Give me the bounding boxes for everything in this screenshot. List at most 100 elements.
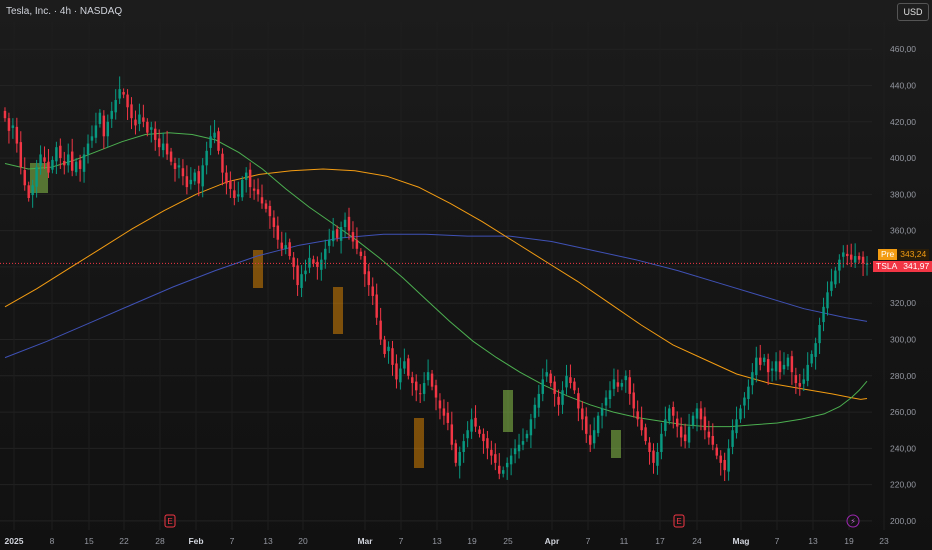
candle-body [592, 430, 596, 444]
candle-body [387, 346, 390, 352]
candle-body [549, 373, 552, 384]
candle-body [466, 430, 469, 439]
candle-body [430, 373, 434, 387]
last-price-value: 341,97 [900, 261, 932, 272]
x-tick-label: 24 [692, 536, 702, 546]
earnings-event-icon: E [164, 514, 176, 528]
candle-body [482, 433, 485, 442]
candle-body [367, 271, 371, 286]
x-tick-label: 7 [586, 536, 591, 546]
x-tick-label: Apr [545, 536, 560, 546]
candle-body [834, 270, 837, 285]
candle-body [612, 379, 616, 389]
candle-body [794, 375, 798, 384]
x-tick-label: 7 [399, 536, 404, 546]
candle-body [221, 153, 224, 173]
candle-body [415, 381, 418, 391]
candle-body [130, 104, 133, 119]
candle-body [802, 379, 805, 384]
moving-average-fast-line [4, 132, 868, 428]
y-tick-label: 460,00 [890, 44, 916, 54]
x-tick-label: 15 [84, 536, 94, 546]
moving-average-slow-line [4, 233, 868, 359]
x-tick-label: 17 [655, 536, 665, 546]
candle-body [624, 375, 628, 381]
candle-body [23, 170, 26, 186]
candle-body [842, 252, 845, 257]
y-tick-label: 420,00 [890, 117, 916, 127]
candle-body [774, 361, 778, 372]
candle-body [664, 419, 667, 431]
candle-body [494, 454, 497, 463]
candle-body [577, 393, 580, 409]
candle-body [288, 242, 291, 257]
chart-title: Tesla, Inc. · 4h · NASDAQ [6, 6, 123, 17]
candle-body [474, 417, 477, 427]
candle-body [735, 419, 738, 434]
candle-body [743, 397, 746, 406]
candle-body [498, 465, 501, 474]
x-tick-label: Mar [357, 536, 373, 546]
flash-icon: ⚡ [850, 517, 856, 526]
pattern-highlight-box [333, 287, 343, 334]
candle-body [849, 254, 853, 260]
candle-body [252, 188, 256, 191]
candle-body [300, 274, 303, 288]
candle-body [846, 253, 849, 257]
candle-body [585, 416, 588, 434]
candle-body [505, 462, 509, 468]
candle-body [241, 179, 244, 198]
candle-body [501, 470, 505, 474]
candle-body [569, 377, 572, 384]
candle-body [565, 375, 568, 388]
candle-body [355, 240, 359, 249]
candle-body [328, 239, 331, 246]
candle-body [418, 393, 422, 395]
candle-body [67, 154, 70, 166]
candle-body [486, 438, 489, 449]
candle-body [778, 361, 782, 373]
candle-body [422, 383, 426, 394]
candle-body [723, 459, 726, 471]
candle-body [395, 363, 398, 380]
pattern-highlight-box [253, 250, 263, 288]
candle-body [19, 142, 23, 168]
pattern-highlight-box [503, 390, 513, 432]
currency-button[interactable]: USD [897, 3, 929, 21]
candle-body [462, 441, 465, 452]
candle-body [225, 172, 228, 184]
candle-body [762, 357, 766, 362]
candle-body [371, 286, 374, 296]
candle-body [94, 125, 98, 138]
candle-body [537, 393, 541, 408]
candle-body [31, 185, 34, 196]
candle-body [561, 390, 564, 405]
candle-body [161, 143, 165, 151]
candle-body [861, 256, 865, 264]
candle-body [55, 147, 58, 162]
x-tick-label: Mag [733, 536, 750, 546]
candle-body [446, 412, 450, 423]
y-tick-label: 260,00 [890, 407, 916, 417]
candle-body [118, 89, 121, 99]
candle-body [110, 110, 113, 119]
y-tick-label: 220,00 [890, 480, 916, 490]
candle-body [209, 136, 212, 148]
candle-body [106, 121, 110, 137]
candle-body [830, 281, 833, 291]
candle-body [695, 408, 699, 419]
candle-body [102, 115, 106, 137]
candle-body [343, 219, 347, 228]
x-tick-label: 7 [230, 536, 235, 546]
candle-body [154, 128, 157, 140]
candle-body [865, 263, 869, 265]
candle-body [838, 259, 841, 271]
candle-body [403, 361, 406, 369]
candle-body [146, 121, 149, 133]
candle-body [248, 169, 252, 188]
x-tick-label: 13 [808, 536, 818, 546]
x-tick-label: 23 [879, 536, 889, 546]
candle-body [379, 320, 382, 340]
